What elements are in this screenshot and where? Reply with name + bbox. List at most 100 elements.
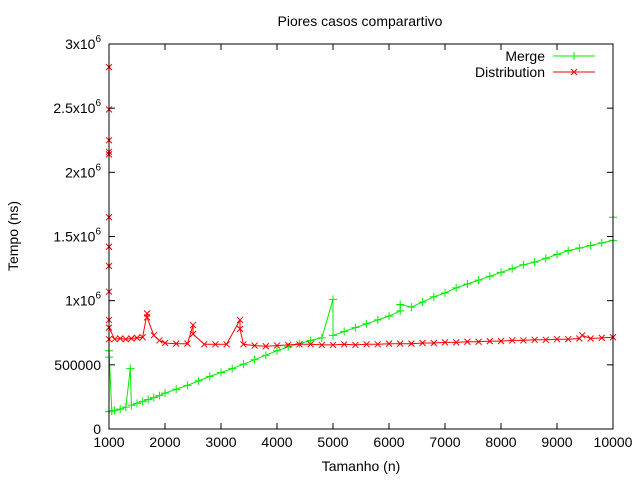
legend: Merge Distribution [475, 48, 595, 80]
legend-entry-distribution: Distribution [475, 64, 595, 80]
data-point [172, 340, 180, 348]
series-line [108, 217, 614, 412]
legend-label-distribution: Distribution [475, 64, 545, 80]
data-point [200, 340, 208, 348]
data-point [575, 244, 584, 253]
y-tick-label: 500000 [54, 357, 101, 373]
data-point [217, 368, 225, 377]
series-distribution [105, 63, 617, 350]
data-point [144, 395, 153, 404]
data-point [284, 341, 292, 349]
y-tick-label-exponent: 6 [95, 291, 101, 302]
data-point [273, 342, 281, 349]
y-tick-label-base: 2x10 [65, 164, 96, 180]
data-point [251, 342, 258, 349]
data-point [184, 340, 191, 348]
data-point [578, 331, 586, 339]
data-point [586, 241, 595, 250]
data-point [329, 295, 337, 304]
y-tick-label: 2x106 [65, 162, 101, 180]
data-point [553, 250, 561, 259]
data-point [155, 391, 164, 400]
data-point [352, 341, 359, 349]
y-tick-label-base: 1.5x10 [53, 229, 95, 245]
data-point [508, 264, 517, 273]
data-point [541, 254, 550, 263]
legend-label-merge: Merge [505, 48, 545, 64]
data-point [486, 337, 494, 345]
series-line [108, 67, 614, 347]
data-point [418, 297, 427, 306]
x-tick-label: 9000 [541, 434, 572, 450]
data-point [172, 385, 181, 394]
x-tick-label: 2000 [149, 434, 180, 450]
y-tick-label-base: 500000 [54, 357, 101, 373]
data-point [587, 335, 594, 342]
data-point [329, 341, 337, 349]
data-point [239, 360, 248, 369]
data-point [396, 340, 404, 348]
data-point [340, 327, 349, 336]
data-point [273, 346, 281, 355]
data-point [373, 315, 382, 324]
data-point [150, 331, 158, 339]
data-point [306, 336, 315, 345]
chart-title: Piores casos comparartivo [278, 13, 443, 29]
data-point [329, 331, 337, 340]
data-point [452, 283, 461, 292]
x-tick-label: 1000 [93, 434, 124, 450]
y-axis-label: Tempo (ns) [5, 201, 21, 271]
data-point [110, 406, 119, 415]
data-point [385, 312, 393, 321]
series-layer [105, 63, 617, 416]
data-point [407, 303, 416, 312]
legend-entry-merge: Merge [505, 48, 595, 64]
data-point [138, 397, 147, 406]
data-point [116, 405, 125, 414]
data-point [598, 334, 606, 342]
data-point [520, 337, 527, 344]
x-tick-label: 5000 [317, 434, 348, 450]
y-tick-label-exponent: 6 [95, 162, 101, 173]
y-tick-label-base: 2.5x10 [53, 100, 95, 116]
data-point [189, 330, 197, 338]
data-point [126, 364, 135, 373]
data-point [531, 336, 538, 344]
data-point [307, 340, 314, 348]
data-point [284, 342, 293, 351]
data-point [497, 337, 505, 345]
y-tick-label: 1x106 [65, 291, 101, 309]
data-point [340, 340, 348, 348]
data-point [564, 335, 572, 343]
y-tick-label: 0 [93, 421, 101, 437]
data-point [430, 339, 438, 347]
legend-marker-merge [570, 52, 578, 60]
data-point [296, 340, 303, 348]
y-tick-label-exponent: 6 [95, 34, 101, 45]
data-point [508, 337, 516, 344]
data-point [318, 341, 326, 349]
x-axis: 1000 2000 3000 4000 5000 6000 7000 8000 9000 1000… [93, 44, 633, 450]
data-point [408, 340, 415, 348]
data-point [485, 272, 494, 281]
data-point [121, 403, 130, 412]
data-point [474, 276, 483, 285]
x-axis-label: Tamanho (n) [322, 458, 401, 474]
data-point [240, 340, 247, 348]
data-point [223, 340, 230, 348]
data-point [236, 325, 244, 333]
plot-area [105, 43, 617, 430]
data-point [597, 238, 606, 247]
data-point [530, 258, 539, 267]
data-point [441, 288, 449, 297]
data-point [363, 340, 370, 348]
data-point [396, 300, 405, 309]
data-point [133, 334, 141, 342]
data-point [385, 340, 393, 348]
data-point [139, 333, 146, 341]
data-point [553, 335, 561, 343]
data-point [228, 364, 237, 373]
series-merge [105, 213, 617, 416]
